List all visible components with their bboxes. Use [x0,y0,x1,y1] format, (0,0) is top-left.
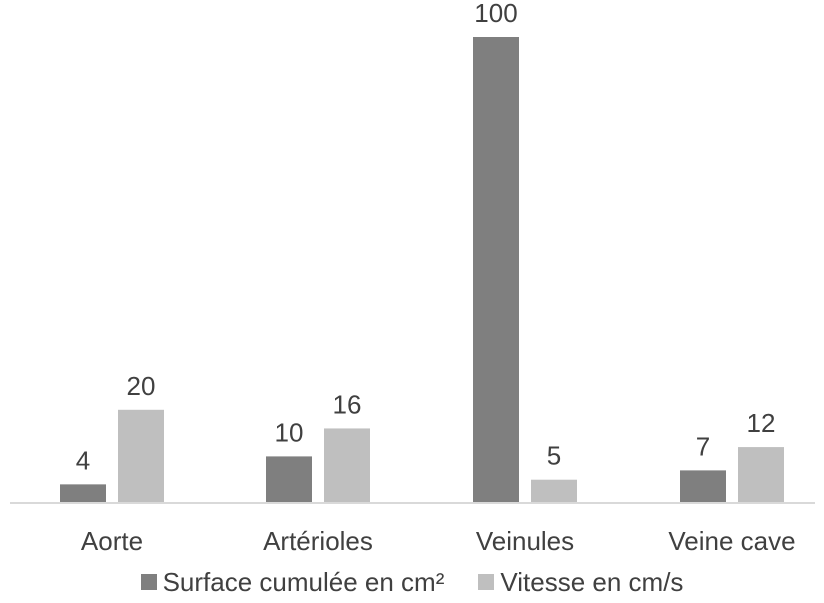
legend-item-surface: Surface cumulée en cm² [140,566,445,598]
bars-layer [60,37,784,503]
value-label-veine-cave-series-1: 7 [696,431,710,461]
value-label-veinules-series-1: 100 [474,0,517,28]
value-label-veine-cave-series-2: 12 [747,408,776,438]
value-label-arterioles-series-2: 16 [333,389,362,419]
chart-legend: Surface cumulée en cm² Vitesse en cm/s [0,562,824,602]
bar-arterioles-series-1 [266,456,312,503]
value-label-veinules-series-2: 5 [547,441,561,471]
x-tick-label-arterioles: Artérioles [263,526,373,556]
bar-veinules-series-2 [531,479,577,503]
bar-veine-cave-series-2 [738,447,784,503]
legend-item-vitesse: Vitesse en cm/s [478,567,683,598]
x-tick-label-veinules: Veinules [476,526,574,556]
bar-veine-cave-series-1 [680,470,726,503]
bar-veinules-series-1 [473,37,519,503]
legend-label-vitesse: Vitesse en cm/s [500,566,684,597]
value-label-aorte-series-1: 4 [76,445,90,475]
value-labels-layer: 4 20 10 16 100 5 7 12 [76,0,776,475]
bar-aorte-series-1 [60,484,106,503]
bar-aorte-series-2 [118,409,164,503]
x-tick-label-veine-cave: Veine cave [668,526,795,556]
legend-label-surface: Surface cumulée en cm² [162,566,445,597]
chart-plot-area: 4 20 10 16 100 5 7 12 Aorte Artérioles Veinules Ve… [10,0,815,556]
legend-swatch-surface [140,574,157,590]
value-label-arterioles-series-1: 10 [275,417,304,447]
bar-arterioles-series-2 [324,428,370,503]
x-tick-labels-layer: Aorte Artérioles Veinules Veine cave [81,526,796,556]
legend-swatch-vitesse [478,574,495,590]
value-label-aorte-series-2: 20 [127,371,156,401]
x-tick-label-aorte: Aorte [81,526,143,556]
